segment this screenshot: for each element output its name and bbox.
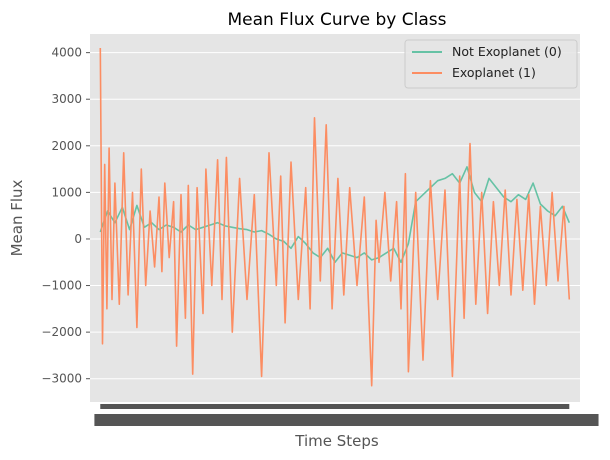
y-tick-label: 2000 bbox=[51, 139, 82, 153]
y-tick-label: 1000 bbox=[51, 185, 82, 199]
y-tick-label: −3000 bbox=[41, 372, 82, 386]
chart-title: Mean Flux Curve by Class bbox=[228, 10, 447, 30]
legend-box bbox=[404, 39, 578, 89]
series-lines bbox=[99, 47, 571, 387]
x-tick-marks-dense bbox=[100, 404, 570, 409]
legend-label-exoplanet: Exoplanet (1) bbox=[452, 65, 536, 80]
y-tick-label: 0 bbox=[74, 232, 82, 246]
y-tick-label: 3000 bbox=[51, 92, 82, 106]
y-axis-ticks: 4000 3000 2000 1000 0 −1000 −2000 −3000 bbox=[41, 46, 90, 386]
x-tick-labels-dense bbox=[94, 414, 599, 426]
series-line-exoplanet bbox=[99, 47, 571, 387]
legend-label-not-exoplanet: Not Exoplanet (0) bbox=[452, 44, 562, 59]
legend: Not Exoplanet (0) Exoplanet (1) bbox=[404, 39, 578, 89]
series-line-not-exoplanet bbox=[99, 166, 571, 264]
y-tick-label: −2000 bbox=[41, 325, 82, 339]
x-axis-label: Time Steps bbox=[294, 432, 379, 450]
y-tick-label: −1000 bbox=[41, 279, 82, 293]
y-axis-label: Mean Flux bbox=[8, 179, 26, 256]
y-tick-label: 4000 bbox=[51, 46, 82, 60]
grid-lines bbox=[90, 52, 580, 380]
x-axis-ticks bbox=[94, 404, 599, 426]
